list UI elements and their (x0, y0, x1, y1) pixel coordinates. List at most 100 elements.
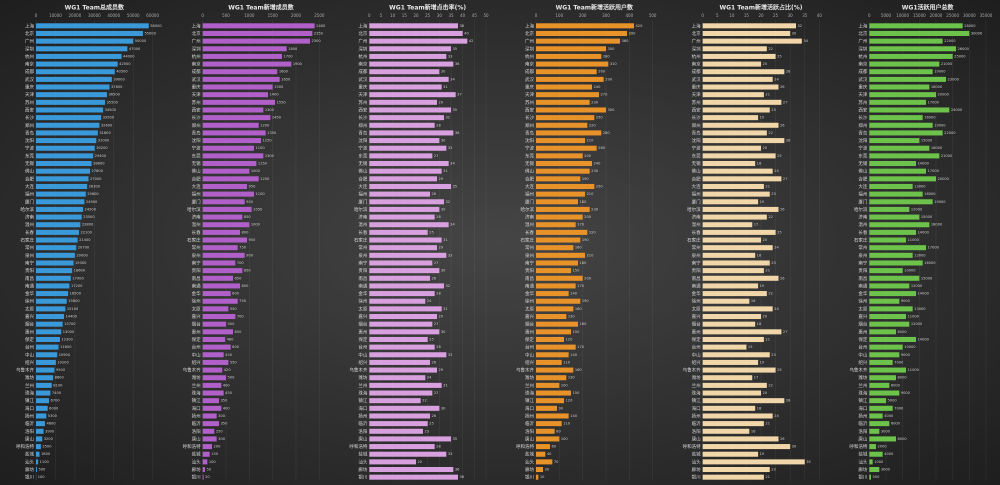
bar (536, 352, 569, 358)
bar (869, 268, 903, 274)
value-label: 8000 (898, 330, 908, 334)
bar (36, 436, 43, 442)
value-label: 550 (230, 360, 238, 364)
value-label: 17000 (928, 169, 940, 173)
bar (869, 122, 933, 128)
x-tick-label: 500 (222, 13, 230, 18)
x-tick-label: 25 (773, 13, 779, 18)
value-label: 270 (601, 93, 609, 97)
bar (702, 436, 779, 442)
value-label: 140 (570, 353, 578, 357)
value-label: 37 (457, 93, 462, 97)
value-label: 27 (434, 154, 439, 158)
category-label: 石家庄 (854, 237, 868, 244)
value-label: 30 (441, 330, 446, 334)
x-tick-label: 5 (380, 13, 383, 18)
value-label: 5000 (888, 399, 898, 403)
bar (202, 176, 259, 182)
bar (536, 153, 583, 159)
category-label: 沈阳 (692, 137, 701, 144)
category-label: 银川 (358, 474, 367, 481)
value-label: 7000 (894, 360, 904, 364)
bar (702, 206, 779, 212)
category-label: 青岛 (25, 129, 34, 136)
category-label: 无锡 (358, 160, 367, 167)
value-label: 14400 (66, 315, 78, 319)
bar (536, 329, 571, 335)
value-label: 35500 (107, 100, 119, 104)
category-label: 绍兴 (25, 359, 34, 366)
bar (369, 382, 442, 388)
bar (536, 390, 571, 396)
bar (869, 260, 923, 266)
category-label: 东莞 (192, 152, 201, 159)
category-label: 上海 (858, 22, 867, 29)
bar (869, 367, 906, 373)
value-label: 23500 (83, 215, 95, 219)
value-label: 300 (218, 437, 226, 441)
category-label: 宁波 (25, 145, 34, 152)
bar (369, 413, 430, 419)
category-label: 上海 (525, 22, 534, 29)
bar (536, 275, 583, 281)
value-label: 30 (441, 406, 446, 410)
value-label: 32 (446, 200, 451, 204)
category-label: 北京 (858, 30, 867, 37)
x-tick-label: 0 (868, 13, 871, 18)
bar (202, 84, 273, 90)
category-label: 济南 (25, 214, 34, 221)
category-label: 绍兴 (192, 359, 201, 366)
value-label: 200 (584, 215, 592, 219)
bar (202, 451, 210, 457)
bar (536, 38, 620, 44)
category-label: 沈阳 (192, 137, 201, 144)
bar (702, 183, 764, 189)
chart-title: WG1 Team总成员数 (65, 4, 125, 12)
bar (536, 53, 602, 59)
category-label: 乌鲁木齐 (16, 367, 34, 374)
category-label: 扬州 (192, 412, 201, 419)
category-label: 金华 (692, 290, 701, 297)
value-label: 1000 (874, 460, 884, 464)
bar (536, 298, 581, 304)
value-label: 23 (425, 429, 430, 433)
category-label: 兰州 (692, 382, 701, 389)
category-label: 廊坊 (358, 466, 367, 473)
x-tick-label: 40 (460, 13, 466, 18)
value-label: 20 (763, 62, 768, 66)
category-label: 杭州 (525, 53, 534, 60)
bar (702, 336, 764, 342)
value-label: 29 (439, 315, 444, 319)
bar (36, 191, 86, 197)
category-label: 南通 (692, 282, 701, 289)
category-label: 乌鲁木齐 (183, 367, 201, 374)
value-label: 28 (786, 70, 791, 74)
category-label: 台州 (358, 344, 367, 351)
bar (202, 183, 247, 189)
category-label: 西安 (192, 106, 201, 113)
category-label: 福州 (25, 191, 34, 198)
bar (869, 76, 946, 82)
bar (702, 115, 759, 121)
bar (369, 375, 426, 381)
category-label: 合肥 (525, 175, 534, 182)
value-label: 13000 (914, 307, 926, 311)
value-label: 24 (427, 299, 432, 303)
value-label: 40 (547, 452, 552, 456)
category-label: 长沙 (858, 114, 867, 121)
category-label: 临沂 (192, 420, 201, 427)
category-label: 台州 (858, 344, 867, 351)
category-label: 哈尔滨 (354, 206, 368, 213)
category-label: 重庆 (858, 84, 867, 91)
x-tick-label: 60000 (146, 13, 159, 18)
bar (36, 359, 56, 365)
category-label: 南通 (192, 282, 201, 289)
bar (369, 222, 449, 228)
value-label: 17 (754, 376, 759, 380)
category-label: 郑州 (692, 122, 701, 129)
value-label: 17000 (928, 100, 940, 104)
bar (202, 61, 292, 67)
bar (536, 69, 597, 75)
bar (36, 107, 104, 113)
value-label: 10000 (904, 269, 916, 273)
